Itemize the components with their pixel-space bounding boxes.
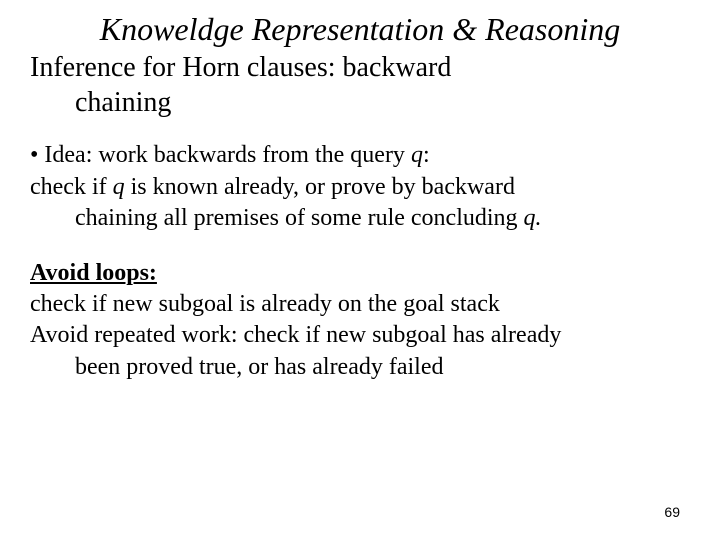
- bullet-suffix: :: [423, 142, 430, 168]
- check-line: check if q is known already, or prove by…: [30, 172, 690, 203]
- page-number: 69: [664, 504, 680, 520]
- bullet-idea: • Idea: work backwards from the query q:: [30, 140, 690, 171]
- slide-subtitle: Inference for Horn clauses: backward cha…: [30, 50, 690, 120]
- bullet-prefix: • Idea: work backwards from the query: [30, 142, 411, 168]
- var-q2: q: [113, 174, 125, 200]
- chaining-part1: chaining all premises of some rule concl…: [75, 205, 524, 231]
- subtitle-line2: chaining: [30, 85, 690, 120]
- avoid-loops-section: Avoid loops:: [30, 258, 690, 289]
- avoid-repeated-line1: Avoid repeated work: check if new subgoa…: [30, 320, 690, 351]
- check-part1: check if: [30, 174, 113, 200]
- subtitle-line1: Inference for Horn clauses: backward: [30, 52, 451, 83]
- var-q3: q.: [524, 205, 542, 231]
- avoid-repeated-line2: been proved true, or has already failed: [30, 352, 690, 383]
- slide-title: Knoweldge Representation & Reasoning: [30, 10, 690, 48]
- var-q1: q: [411, 142, 423, 168]
- avoid-loops-text: check if new subgoal is already on the g…: [30, 289, 690, 320]
- chaining-line: chaining all premises of some rule concl…: [30, 203, 690, 234]
- avoid-loops-label: Avoid loops:: [30, 260, 157, 286]
- check-part2: is known already, or prove by backward: [125, 174, 515, 200]
